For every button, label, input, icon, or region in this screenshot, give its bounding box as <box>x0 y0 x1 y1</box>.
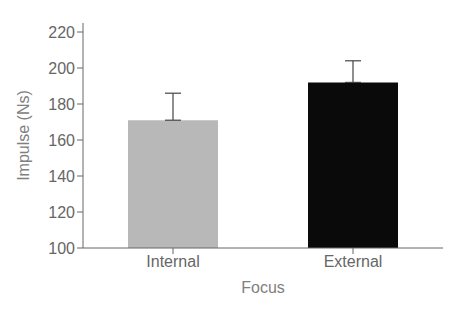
svg-text:100: 100 <box>48 240 75 257</box>
svg-text:120: 120 <box>48 204 75 221</box>
svg-text:180: 180 <box>48 96 75 113</box>
svg-text:140: 140 <box>48 168 75 185</box>
svg-text:Focus: Focus <box>241 279 285 296</box>
svg-text:Impulse (Ns): Impulse (Ns) <box>15 90 32 181</box>
svg-text:220: 220 <box>48 24 75 41</box>
svg-text:160: 160 <box>48 132 75 149</box>
svg-text:External: External <box>324 253 383 270</box>
svg-text:Internal: Internal <box>146 253 199 270</box>
svg-text:200: 200 <box>48 60 75 77</box>
